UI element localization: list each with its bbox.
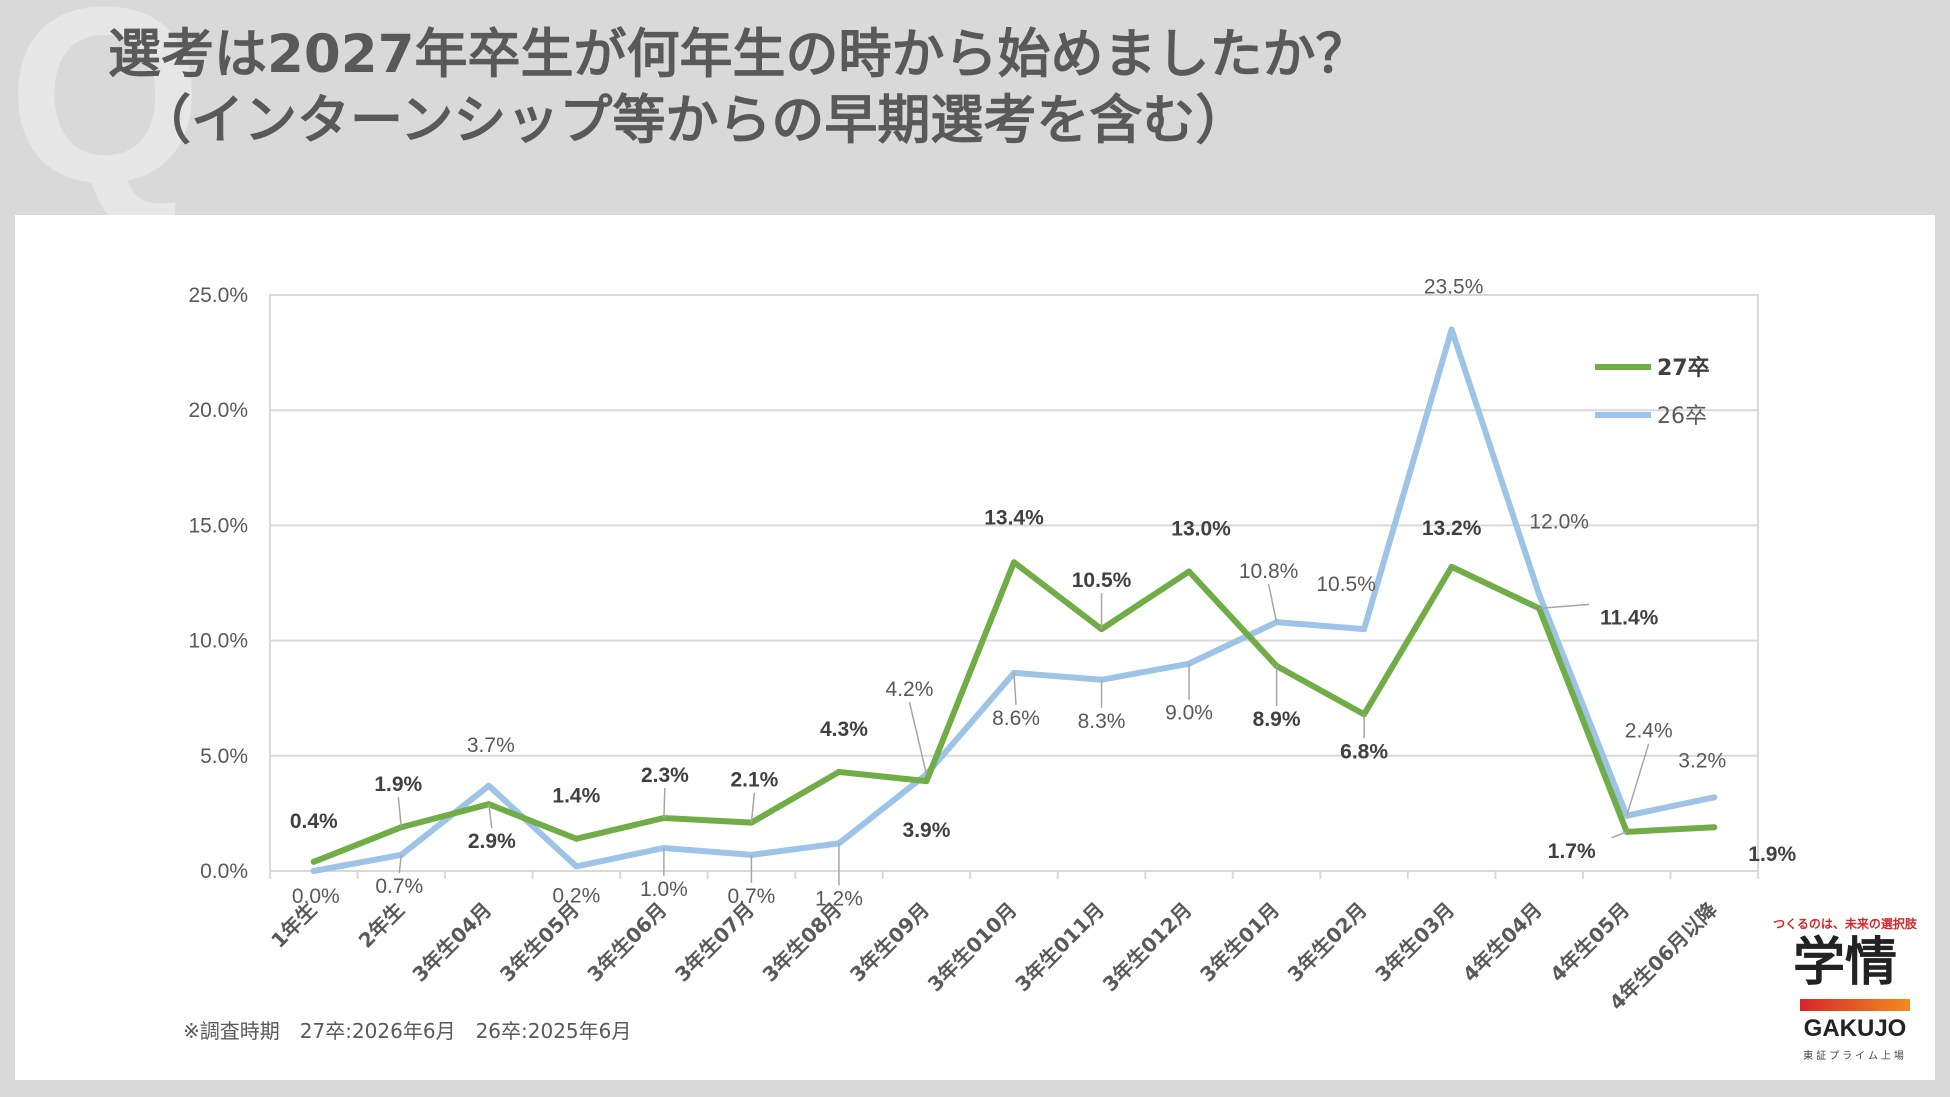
series-26-data-label: 3.7% — [467, 734, 515, 757]
series-26-leader — [1013, 672, 1017, 705]
series-26-leader — [1625, 743, 1650, 816]
series-26-point — [485, 782, 492, 789]
series-27-data-label: 10.5% — [1072, 569, 1132, 592]
y-tick-label: 0.0% — [200, 860, 248, 883]
y-tick-label: 10.0% — [188, 630, 248, 653]
series-27-leader — [750, 792, 756, 823]
series-26-data-label: 1.2% — [815, 887, 863, 910]
series-27-point — [1273, 662, 1280, 669]
x-category-label: 3年生03月 — [1370, 898, 1459, 987]
x-category-label: 4年生05月 — [1545, 898, 1634, 987]
chart-panel: 0.0% 5.0% 10.0% 15.0% 20.0% 25.0% 1年生 2年生 3年生04月… — [15, 215, 1935, 1080]
series-27-data-label: 1.9% — [374, 773, 422, 796]
line-chart: 0.0%5.0%10.0%15.0%20.0%25.0%1年生 2年生3年生04月… — [188, 276, 1796, 1015]
series-27-leader — [1539, 603, 1590, 610]
series-26-leader — [908, 702, 928, 775]
series-26-data-label: 1.0% — [640, 878, 688, 901]
logo-color-bar — [1800, 999, 1910, 1011]
series-26-data-label: 23.5% — [1424, 276, 1484, 299]
series-27-point — [1711, 824, 1718, 831]
series-26-point — [573, 863, 580, 870]
series-26-point — [1536, 591, 1543, 598]
title-line-2: （インターンシップ等からの早期選考を含む） — [138, 90, 1249, 151]
series-26-point — [1361, 626, 1368, 633]
q-watermark: Q — [8, 0, 203, 234]
series-27-data-label: 13.0% — [1171, 517, 1231, 540]
survey-period-note: ※調査時期 27卒:2026年6月 26卒:2025年6月 — [183, 1019, 632, 1043]
page-title: 選考は2027年卒生が何年生の時から始めましたか？ （インターンシップ等からの早… — [108, 22, 1369, 154]
logo-tagline: つくるのは、未来の選択肢 — [1773, 917, 1917, 931]
logo-name: GAKUJO — [1803, 1015, 1907, 1042]
series-27-data-label: 2.3% — [641, 764, 689, 787]
series-26-data-label: 4.2% — [886, 678, 934, 701]
legend-26-label: 26卒 — [1657, 404, 1707, 429]
logo-kanji: 学情 — [1792, 933, 1897, 993]
x-category-label: 3年生08月 — [758, 898, 847, 987]
series-27-leader — [1611, 831, 1627, 839]
series-27-point — [923, 778, 930, 785]
x-category-label: 2年生 — [354, 898, 409, 953]
series-26-point — [1711, 794, 1718, 801]
series-27-data-label: 0.4% — [290, 810, 338, 833]
x-category-label: 3年生011月 — [1010, 898, 1109, 997]
series-27-data-label: 1.4% — [552, 785, 600, 808]
series-27-data-label: 1.9% — [1748, 843, 1796, 866]
x-category-label: 4年生04月 — [1458, 898, 1547, 987]
x-category-label: 3年生06月 — [582, 898, 671, 987]
series-26-data-label: 2.4% — [1625, 720, 1673, 743]
series-27-data-label: 1.7% — [1548, 840, 1596, 863]
x-category-label: 3年生04月 — [407, 898, 496, 987]
gakujo-logo: つくるのは、未来の選択肢 学情 GAKUJO 東証プライム上場 — [1755, 915, 1935, 1065]
legend-27-label: 27卒 — [1657, 355, 1710, 381]
x-category-label: 3年生09月 — [845, 898, 934, 987]
x-category-label: 3年生010月 — [923, 898, 1022, 997]
y-tick-label: 15.0% — [188, 514, 248, 537]
series-26-data-label: 0.0% — [292, 885, 340, 908]
series-27-data-label: 8.9% — [1253, 708, 1301, 731]
series-27-data-label: 6.8% — [1340, 740, 1388, 763]
series-27-data-label: 2.9% — [468, 830, 516, 853]
series-27-data-label: 11.4% — [1600, 606, 1659, 629]
y-tick-label: 5.0% — [200, 745, 248, 768]
x-category-label: 3年生02月 — [1283, 898, 1372, 987]
series-27-point — [573, 835, 580, 842]
series-27-point — [1448, 563, 1455, 570]
series-27-data-label: 13.4% — [984, 506, 1044, 529]
series-26-point — [1448, 326, 1455, 333]
series-27-point — [835, 768, 842, 775]
series-26-data-label: 10.8% — [1239, 560, 1299, 583]
x-category-label: 3年生01月 — [1195, 898, 1284, 987]
series-27-leader — [488, 804, 493, 829]
series-26-data-label: 0.7% — [375, 875, 423, 898]
series-27-point — [310, 858, 317, 865]
x-category-label: 3年生05月 — [495, 898, 584, 987]
series-26-data-label: 12.0% — [1529, 511, 1589, 534]
series-26-data-label: 10.5% — [1316, 573, 1376, 596]
series-27-leader — [663, 787, 666, 819]
series-26-data-label: 8.3% — [1078, 710, 1126, 733]
y-tick-label: 25.0% — [188, 284, 248, 307]
series-27-leader — [397, 797, 403, 828]
series-26-data-label: 3.2% — [1678, 749, 1726, 772]
series-26-point — [1011, 669, 1017, 676]
series-26-data-label: 9.0% — [1165, 702, 1213, 725]
series-26-point — [310, 868, 317, 874]
series-26-leader — [1267, 584, 1278, 623]
y-tick-label: 20.0% — [188, 399, 248, 422]
series-27-data-label: 4.3% — [820, 718, 868, 741]
x-category-label: 3年生012月 — [1098, 898, 1197, 997]
title-line-1: 選考は2027年卒生が何年生の時から始めましたか？ — [108, 24, 1369, 85]
logo-subtitle: 東証プライム上場 — [1803, 1051, 1907, 1062]
series-26-data-label: 0.7% — [727, 885, 775, 908]
series-26-leader — [398, 854, 403, 873]
series-27-data-label: 13.2% — [1422, 517, 1482, 540]
x-category-label: 3年生07月 — [670, 898, 759, 987]
series-26-data-label: 8.6% — [992, 707, 1040, 730]
series-27-point — [1011, 559, 1017, 566]
series-27-data-label: 3.9% — [903, 819, 951, 842]
series-26-data-label: 0.2% — [552, 884, 600, 907]
series-27-data-label: 2.1% — [730, 769, 778, 792]
series-27-point — [1186, 568, 1193, 575]
